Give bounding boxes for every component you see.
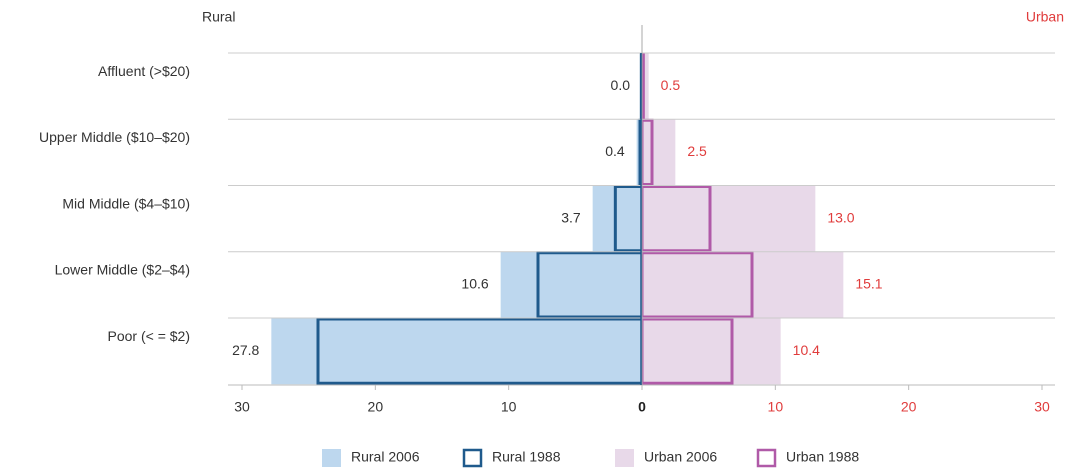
bar xyxy=(592,185,642,252)
x-tick-label: 20 xyxy=(368,399,384,415)
value-label: 2.5 xyxy=(687,143,707,159)
legend-swatch xyxy=(322,449,341,467)
value-label: 13.0 xyxy=(827,209,854,225)
x-tick-label: 10 xyxy=(501,399,517,415)
category-label: Upper Middle ($10–$20) xyxy=(39,129,190,145)
bar xyxy=(642,318,781,385)
x-tick-label: 30 xyxy=(234,399,250,415)
bar xyxy=(271,318,642,385)
value-label: 0.0 xyxy=(611,77,631,93)
category-label: Lower Middle ($2–$4) xyxy=(55,262,190,278)
bar xyxy=(642,251,844,318)
legend-label: Rural 2006 xyxy=(351,449,420,465)
legend-label: Urban 2006 xyxy=(644,449,717,465)
value-label: 0.5 xyxy=(661,77,681,93)
legend-swatch xyxy=(462,448,483,468)
x-tick-label: 0 xyxy=(638,399,646,415)
category-label: Poor (< = $2) xyxy=(108,328,191,344)
bar xyxy=(642,185,816,252)
value-label: 15.1 xyxy=(855,276,882,292)
value-label: 27.8 xyxy=(232,342,259,358)
rural-label: Rural xyxy=(202,9,235,25)
legend-label: Rural 1988 xyxy=(492,449,561,465)
x2-tick-label: 20 xyxy=(901,399,917,415)
legend-swatch xyxy=(756,448,777,468)
x2-tick-label: 10 xyxy=(768,399,784,415)
bar xyxy=(500,251,642,318)
value-label: 0.4 xyxy=(605,143,625,159)
bar xyxy=(642,53,649,120)
value-label: 10.6 xyxy=(461,276,488,292)
legend-swatch xyxy=(615,449,634,467)
bar xyxy=(642,119,676,186)
x2-tick-label: 30 xyxy=(1034,399,1050,415)
legend-label: Urban 1988 xyxy=(786,449,859,465)
value-label: 10.4 xyxy=(793,342,820,358)
value-label: 3.7 xyxy=(561,209,581,225)
category-label: Affluent (>$20) xyxy=(98,63,190,79)
urban-label: Urban xyxy=(1026,9,1064,25)
bars xyxy=(271,53,844,385)
category-label: Mid Middle ($4–$10) xyxy=(62,195,190,211)
